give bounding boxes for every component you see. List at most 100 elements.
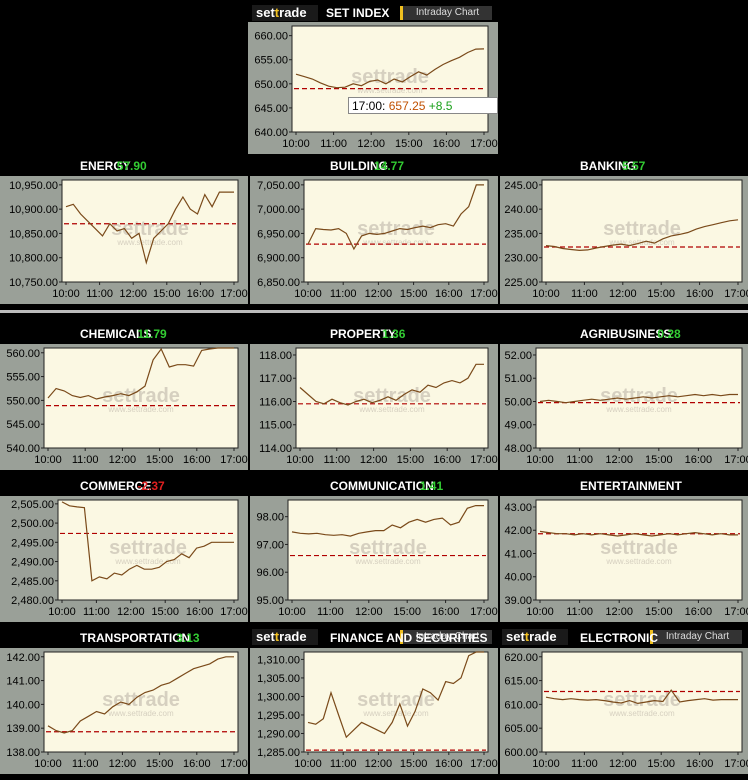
series-line <box>307 184 484 251</box>
y-tick-label: 50.00 <box>504 396 532 408</box>
x-tick-label: 16:00 <box>432 606 460 618</box>
x-tick-label: 12:00 <box>117 606 145 618</box>
series-line <box>539 393 738 404</box>
plot-area <box>291 25 489 133</box>
panel-title-text: COMMUNICATION <box>330 479 434 493</box>
panel-title-text: CHEMICALS <box>80 327 152 341</box>
y-tick-label: 640.00 <box>254 127 288 139</box>
x-tick-label: 11:00 <box>72 758 99 770</box>
watermark-url: www.settrade.com <box>605 557 672 566</box>
panel-title-electronic: ELECTRONIC <box>580 631 658 645</box>
panel-title-chemicals: CHEMICALS11.79 <box>80 327 167 341</box>
intraday-chart-button[interactable]: Intraday Chart <box>650 630 742 644</box>
x-tick-label: 12:00 <box>357 138 385 150</box>
plot-area <box>61 179 239 283</box>
series-line <box>61 501 234 582</box>
x-tick-label: 16:00 <box>435 758 463 770</box>
panel-title-text: BUILDING <box>330 159 388 173</box>
y-tick-label: 2,490.00 <box>11 557 54 569</box>
panel-title-banking: BANKING5.57 <box>580 159 645 173</box>
watermark-brand: settrade <box>357 218 435 240</box>
watermark-brand: settrade <box>349 537 427 559</box>
x-tick-label: 11:00 <box>317 606 344 618</box>
set-index-header: settrade SET INDEX Intraday Chart <box>252 5 496 21</box>
y-tick-label: 97.00 <box>256 539 284 551</box>
x-tick-label: 11:00 <box>566 454 593 466</box>
y-tick-label: 52.00 <box>504 350 532 362</box>
x-tick-label: 10:00 <box>282 138 310 150</box>
x-tick-label: 10:00 <box>294 288 322 300</box>
x-tick-label: 11:00 <box>72 454 99 466</box>
y-tick-label: 1,295.00 <box>257 710 300 722</box>
panel-title-text: ENTERTAINMENT <box>580 479 682 493</box>
watermark-brand: settrade <box>109 537 187 559</box>
y-tick-label: 142.00 <box>6 652 40 664</box>
intraday-chart-button[interactable]: Intraday Chart <box>400 6 492 20</box>
x-tick-label: 15:00 <box>393 606 421 618</box>
y-tick-label: 1,300.00 <box>257 691 300 703</box>
y-tick-label: 225.00 <box>504 277 538 289</box>
x-tick-label: 17:00 <box>724 288 748 300</box>
panel-title-communication: COMMUNICATION1.41 <box>330 479 443 493</box>
x-tick-label: 15:00 <box>400 288 428 300</box>
x-tick-label: 11:00 <box>571 288 598 300</box>
series-line <box>65 191 234 265</box>
y-tick-label: 600.00 <box>504 747 538 759</box>
x-tick-label: 15:00 <box>645 606 673 618</box>
panel-change-value: 0.28 <box>657 327 681 341</box>
series-line <box>47 347 234 400</box>
y-tick-label: 2,495.00 <box>11 537 54 549</box>
y-tick-label: 51.00 <box>504 373 532 385</box>
y-tick-label: 2,500.00 <box>11 518 54 530</box>
panel-title-text: PROPERTY <box>330 327 397 341</box>
series-line <box>539 530 738 537</box>
y-tick-label: 6,850.00 <box>257 277 300 289</box>
y-tick-label: 7,000.00 <box>257 204 300 216</box>
panel-title-entertainment: ENTERTAINMENT <box>580 479 682 493</box>
x-tick-label: 10:00 <box>34 454 62 466</box>
y-tick-label: 43.00 <box>504 502 532 514</box>
x-tick-label: 16:00 <box>435 288 463 300</box>
panel-change-value: 57.90 <box>116 159 147 173</box>
x-tick-label: 12:00 <box>609 758 637 770</box>
y-tick-label: 40.00 <box>504 572 532 584</box>
chart-finance: settradewww.settrade.com1,310.001,305.00… <box>250 648 498 774</box>
y-tick-label: 96.00 <box>256 567 284 579</box>
plot-area <box>541 179 743 283</box>
x-tick-label: 16:00 <box>183 758 211 770</box>
x-tick-label: 11:00 <box>323 454 350 466</box>
x-tick-label: 10:00 <box>526 606 554 618</box>
watermark-brand: settrade <box>603 218 681 240</box>
x-tick-label: 15:00 <box>400 758 428 770</box>
plot-area <box>57 499 239 601</box>
y-tick-label: 540.00 <box>6 443 40 455</box>
watermark-url: www.settrade.com <box>362 238 429 247</box>
x-tick-label: 11:00 <box>330 758 357 770</box>
x-tick-label: 15:00 <box>146 454 174 466</box>
x-tick-label: 17:00 <box>724 758 748 770</box>
x-tick-label: 12:00 <box>355 606 383 618</box>
plot-area <box>287 499 489 601</box>
panel-title-agribusiness: AGRIBUSINESS0.28 <box>580 327 681 341</box>
y-tick-label: 10,950.00 <box>9 180 58 192</box>
y-tick-label: 1,305.00 <box>257 673 300 685</box>
x-tick-label: 16:00 <box>685 454 713 466</box>
chart-banking: settradewww.settrade.com245.00240.00235.… <box>500 176 748 304</box>
panel-title-text: BANKING <box>580 159 636 173</box>
set-index-title: SET INDEX <box>326 6 390 20</box>
watermark-url: www.settrade.com <box>356 86 423 95</box>
y-tick-label: 615.00 <box>504 676 538 688</box>
intraday-chart-button[interactable]: Intraday Chart <box>400 630 492 644</box>
x-tick-label: 16:00 <box>686 288 714 300</box>
x-tick-label: 12:00 <box>109 454 137 466</box>
panel-title-finance: FINANCE AND SECURITIES <box>330 631 488 645</box>
y-tick-label: 610.00 <box>504 699 538 711</box>
y-tick-label: 10,750.00 <box>9 277 58 289</box>
tooltip-value: 657.25 <box>388 99 426 113</box>
